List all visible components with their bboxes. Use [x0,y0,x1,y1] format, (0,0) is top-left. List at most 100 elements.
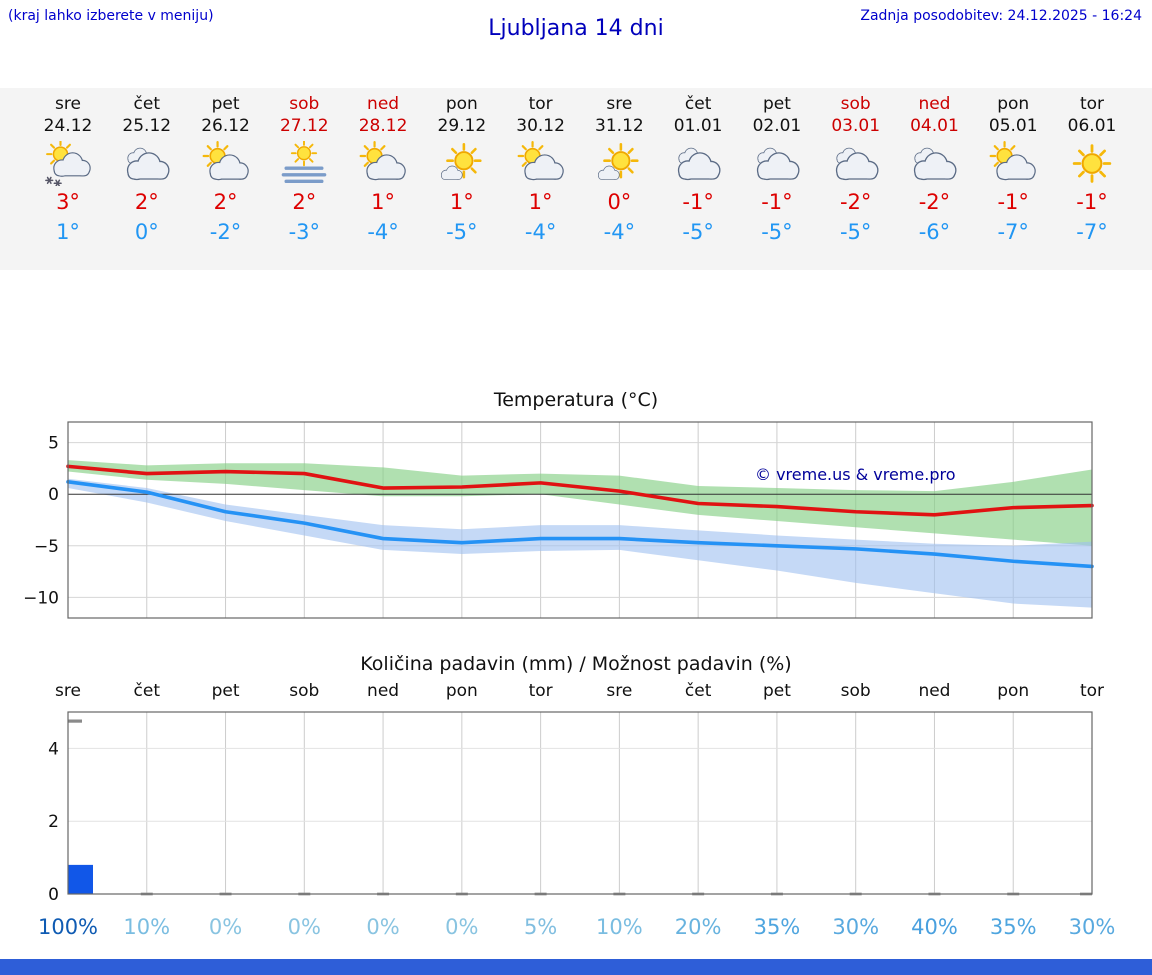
day-date-label: 26.12 [201,116,250,136]
forecast-day-31.12: sre 31.12 0° -4° [576,94,662,245]
day-name-label: pon [445,94,478,114]
temp-max-line [66,464,1094,517]
precip-probability-label: 0% [445,915,479,939]
precip-day-label: sre [606,681,633,701]
weather-sun-small-cloud-icon [589,141,649,186]
temp-min-label: -5° [761,220,793,244]
temp-max-label: -2° [839,190,872,214]
temp-min-label: -4° [524,220,557,244]
day-date-label: 02.01 [752,116,802,136]
precip-day-label: sob [840,681,871,701]
precip-probability-label: 35% [989,915,1037,939]
forecast-day-28.12: ned 28.12 1° -4° [340,94,426,245]
day-name-label: čet [133,94,160,114]
precip-probability-label: 0% [208,915,243,939]
forecast-day-26.12: pet 26.12 2° -2° [183,94,269,245]
precip-probability-labels: 100% 10% 0% 0% 0% 0% 5% 10% 20% 35% 30% 40% 35% 30% [0,910,1152,944]
y-tick-label: −10 [23,588,59,608]
temp-min-label: -5° [446,220,478,244]
day-name-label: pet [211,94,240,114]
temp-max-label: -1° [1076,190,1108,214]
day-date-label: 30.12 [516,116,565,136]
precip-day-label: sob [289,681,320,701]
temp-max-label: -1° [682,190,714,214]
precip-day-label: pon [445,681,478,701]
precip-day-label: pet [762,681,791,701]
precip-probability-label: 5% [523,915,558,939]
precip-day-label: ned [918,681,951,701]
band-min-range [68,478,1092,608]
temp-min-line [66,480,1094,569]
weather-sun-cloud-snow-icon [38,141,98,186]
day-date-label: 27.12 [279,116,329,136]
temp-min-label: -3° [288,220,321,244]
location-menu-hint: (kraj lahko izberete v meniju) [8,8,214,24]
precip-probability-label: 10% [596,915,643,939]
temp-max-label: -1° [761,190,793,214]
day-name-label: sre [606,94,633,114]
weather-sun-icon [1062,141,1122,186]
day-name-label: pet [762,94,791,114]
weather-sun-small-cloud-icon [432,141,492,186]
precip-day-label: čet [684,681,712,701]
day-name-label: sre [55,94,81,114]
precip-probability-label: 20% [674,915,722,939]
precip-probability-label: 100% [37,915,99,939]
y-tick-label: 2 [48,812,59,832]
y-tick-label: −5 [34,537,59,557]
day-name-label: čet [684,94,712,114]
temp-min-label: -5° [682,220,714,244]
temp-min-label: -7° [1076,220,1108,244]
precip-day-label: tor [528,681,553,701]
precip-marker [68,719,82,723]
temp-max-label: -1° [997,190,1029,214]
day-date-label: 01.01 [673,116,723,136]
forecast-strip: sre 24.12 3° 1° čet 25.12 2° 0° pet 26.12 2° -2° sob… [0,88,1152,270]
precip-probability-label: 40% [911,915,958,939]
temp-min-label: 1° [56,220,80,244]
temp-max-label: 1° [528,190,553,214]
temp-max-label: 0° [607,190,632,214]
day-name-label: pon [997,94,1030,114]
temp-max-label: -2° [918,190,951,214]
day-name-label: sob [289,94,320,114]
day-name-label: tor [528,94,553,114]
y-tick-label: 0 [48,485,59,505]
temp-min-label: 0° [134,220,159,244]
day-date-label: 29.12 [437,116,487,136]
precip-day-label: pon [997,681,1030,701]
temp-max-label: 1° [449,190,474,214]
day-date-label: 24.12 [43,116,93,136]
precip-day-label: sre [55,681,81,701]
weather-sun-cloud-icon [983,141,1043,186]
forecast-day-06.01: tor 06.01 -1° -7° [1049,94,1135,245]
precip-day-label: čet [133,681,161,701]
weather-cloud-icon [904,141,964,186]
weather-cloud-icon [668,141,728,186]
precip-probability-label: 30% [1068,915,1116,939]
temp-min-label: -4° [603,220,636,244]
precip-probability-label: 0% [366,915,400,939]
forecast-day-29.12: pon 29.12 1° -5° [419,94,505,245]
precip-day-label: ned [367,681,400,701]
precipitation-chart: 0 2 4 [48,711,1093,905]
day-name-label: ned [918,94,951,114]
temp-max-label: 1° [371,190,395,214]
precip-probability-label: 10% [123,915,171,939]
temp-min-label: -2° [209,220,242,244]
precip-day-label: pet [211,681,240,701]
precip-day-labels: sre čet pet sob ned pon tor sre čet pet sob ned pon t… [0,678,1152,704]
day-date-label: 04.01 [910,116,959,136]
last-update-label: Zadnja posodobitev: 24.12.2025 - 16:24 [860,8,1142,24]
weather-page: (kraj lahko izberete v meniju) Ljubljana… [0,8,1152,975]
day-name-label: tor [1079,94,1105,114]
forecast-day-24.12: sre 24.12 3° 1° [25,94,111,245]
y-tick-label: 4 [48,739,59,759]
temp-min-label: -6° [918,220,951,244]
precip-probability-label: 30% [832,915,880,939]
day-date-label: 05.01 [988,116,1038,136]
weather-sun-cloud-icon [353,141,413,186]
temp-min-label: -7° [997,220,1029,244]
weather-cloud-icon [117,141,177,186]
weather-fog-sun-icon [274,141,334,186]
